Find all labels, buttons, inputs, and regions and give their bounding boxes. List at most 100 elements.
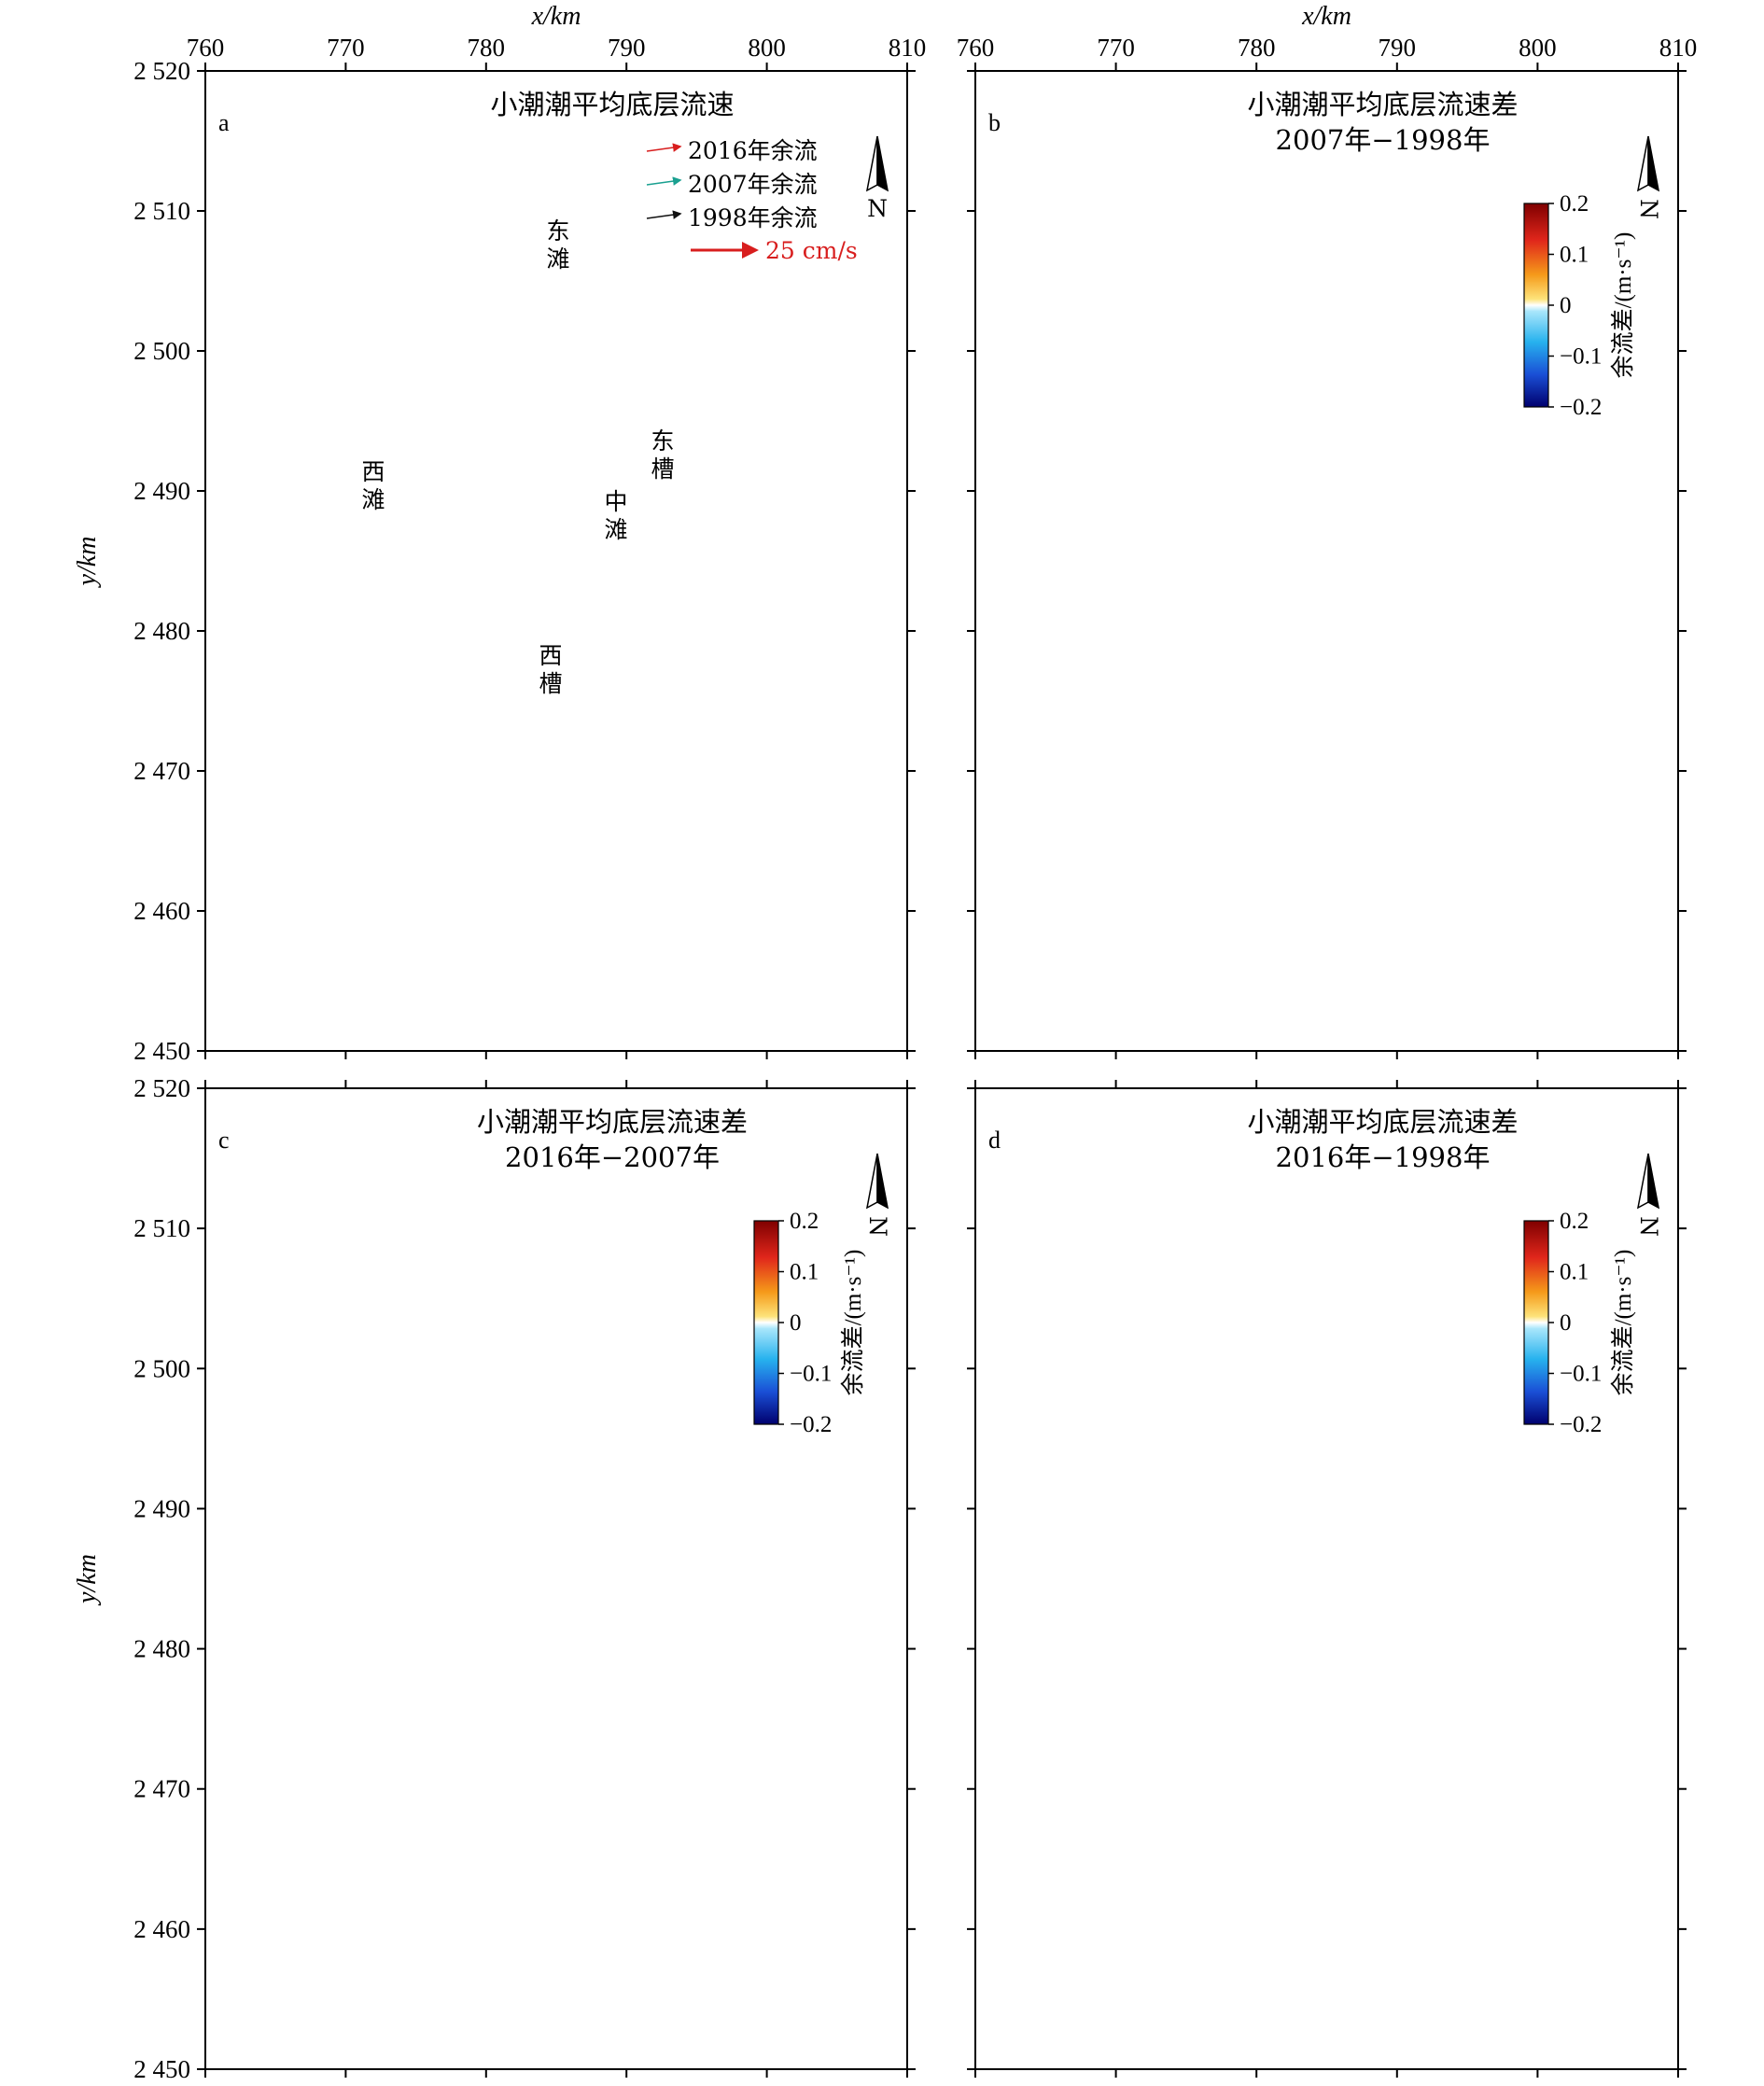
vector-arrow: [383, 604, 385, 631]
vector-arrow: [510, 851, 511, 869]
difference-patch: [303, 2009, 334, 2051]
difference-patch: [562, 1700, 597, 1748]
difference-patch: [463, 1303, 489, 1343]
difference-patch: [1413, 1956, 1459, 2016]
y-tick-label: 2 500: [133, 337, 190, 365]
vector-arrow: [865, 1015, 868, 1043]
vector-arrow: [713, 316, 717, 340]
vector-arrow: [688, 274, 689, 295]
vector-arrow: [411, 769, 414, 795]
difference-patch: [1251, 1968, 1277, 2005]
vector-arrow: [865, 851, 868, 877]
vector-arrow: [763, 440, 764, 456]
vector-arrow: [587, 645, 589, 674]
difference-patch: [726, 1292, 755, 1334]
difference-patch: [1088, 1253, 1111, 1282]
vector-arrow: [865, 110, 867, 131]
vector-arrow: [637, 769, 643, 797]
vector-arrow: [637, 440, 640, 463]
difference-patch: [1586, 1863, 1625, 1912]
difference-patch: [857, 1787, 874, 1811]
difference-patch: [1368, 1976, 1399, 2032]
vector-arrow: [482, 1015, 486, 1031]
difference-patch: [799, 1132, 840, 1194]
vector-arrow: [815, 357, 817, 386]
vector-arrow: [811, 892, 814, 922]
difference-patch: [412, 1452, 463, 1522]
difference-patch: [1185, 1211, 1222, 1250]
difference-patch: [1308, 509, 1341, 555]
vector-arrow: [815, 399, 818, 424]
vector-arrow: [259, 728, 260, 755]
vector-arrow: [436, 110, 438, 136]
vector-arrow: [738, 810, 739, 839]
vector-arrow: [534, 233, 537, 263]
vector-arrow: [737, 274, 738, 299]
vector-arrow: [511, 151, 513, 169]
vector-arrow: [537, 192, 539, 208]
vector-arrow: [863, 645, 864, 665]
vector-arrow: [762, 522, 764, 542]
vector-arrow: [408, 810, 410, 825]
vector-arrow: [562, 399, 564, 417]
difference-patch: [1358, 1198, 1383, 1226]
vector-arrow: [840, 728, 841, 748]
svg-text:滩: 滩: [604, 516, 627, 543]
vector-arrow: [385, 728, 387, 745]
difference-patch: [664, 1534, 679, 1556]
vector-arrow: [459, 769, 461, 791]
vector-arrow: [303, 604, 309, 629]
vector-arrow: [232, 233, 233, 252]
difference-patch: [1295, 1642, 1333, 1696]
vector-arrow: [785, 851, 790, 878]
difference-patch: [1192, 635, 1238, 693]
vector-arrow: [458, 399, 461, 427]
vector-arrow: [785, 481, 789, 497]
difference-patch: [1451, 920, 1481, 969]
vector-arrow: [612, 686, 613, 711]
vector-arrow: [461, 192, 462, 216]
vector-arrow: [686, 522, 688, 541]
vector-arrow: [562, 316, 567, 339]
difference-patch: [256, 1785, 287, 1832]
difference-patch: [1237, 381, 1267, 423]
difference-patch: [1155, 1850, 1177, 1887]
vector-arrow: [258, 851, 259, 877]
vector-arrow: [534, 728, 537, 753]
vector-arrow: [233, 851, 234, 882]
vector-arrow: [284, 728, 285, 749]
difference-patch: [1607, 1504, 1631, 1540]
vector-arrow: [259, 604, 260, 635]
vector-arrow: [683, 1015, 688, 1043]
colorbar-tick-label: 0.1: [790, 1260, 819, 1285]
scale-label: 25 cm/s: [765, 237, 858, 264]
difference-patch: [393, 1807, 431, 1859]
difference-patch: [242, 1355, 259, 1379]
vector-arrow: [385, 357, 388, 375]
difference-patch: [1594, 630, 1639, 684]
difference-patch: [1040, 949, 1073, 991]
north-label: N: [864, 1216, 891, 1237]
vector-arrow: [281, 974, 284, 1003]
vector-arrow: [739, 563, 740, 585]
vector-arrow: [890, 192, 894, 220]
vector-arrow: [536, 645, 537, 662]
vector-arrow: [586, 440, 587, 457]
vector-arrow: [610, 728, 612, 744]
vector-arrow: [737, 604, 739, 623]
map-body-c: [205, 1088, 907, 2069]
difference-patch: [487, 1597, 516, 1637]
vector-arrow: [284, 645, 286, 662]
vector-arrow: [760, 440, 763, 457]
vector-arrow: [885, 274, 890, 301]
vector-arrow: [532, 481, 537, 509]
vector-arrow: [484, 357, 486, 382]
coastline: [205, 1088, 907, 2069]
vector-arrow: [790, 974, 791, 991]
difference-patch: [1034, 474, 1055, 508]
vector-arrow: [865, 892, 869, 908]
difference-patch: [275, 1295, 315, 1351]
vector-arrow: [637, 440, 639, 460]
x-tick-label: 770: [1097, 34, 1135, 62]
